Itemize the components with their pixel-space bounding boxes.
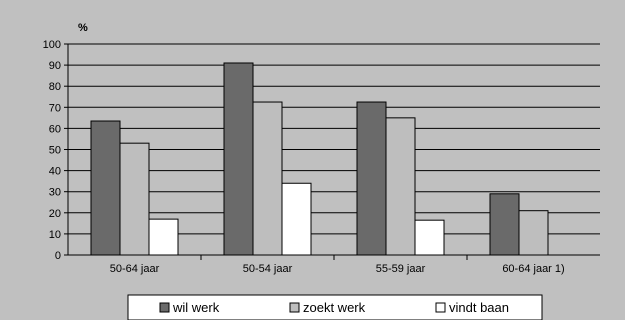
category-label: 55-59 jaar xyxy=(376,263,426,275)
y-tick-label: 30 xyxy=(49,187,61,199)
category-label: 60-64 jaar 1) xyxy=(502,263,564,275)
bar xyxy=(252,101,283,256)
category-label: 50-54 jaar xyxy=(243,263,293,275)
bar xyxy=(281,182,312,256)
bar xyxy=(518,210,549,256)
y-tick-label: 60 xyxy=(49,123,61,135)
legend-label: wil werk xyxy=(172,300,220,315)
legend-swatch xyxy=(435,302,446,313)
bar xyxy=(385,117,416,256)
bar xyxy=(414,219,445,256)
y-tick-label: 40 xyxy=(49,166,61,178)
legend-swatch xyxy=(159,302,170,313)
legend-label: zoekt werk xyxy=(303,300,366,315)
legend-label: vindt baan xyxy=(449,300,509,315)
y-tick-label: 100 xyxy=(43,39,61,51)
y-tick-label: 70 xyxy=(49,102,61,114)
bar xyxy=(356,101,387,256)
bar xyxy=(489,193,520,256)
y-tick-labels: 0 10 20 30 40 50 60 70 80 90 100 xyxy=(43,39,68,262)
bar xyxy=(223,62,254,256)
axes xyxy=(67,44,600,260)
y-tick-label: 80 xyxy=(49,81,61,93)
category-labels: 50-64 jaar 50-54 jaar 55-59 jaar 60-64 jaar… xyxy=(110,263,565,275)
y-tick-label: 0 xyxy=(55,250,61,262)
legend-swatch xyxy=(289,302,300,313)
category-label: 50-64 jaar xyxy=(110,263,160,275)
y-tick-label: 20 xyxy=(49,208,61,220)
bar xyxy=(148,218,179,256)
y-tick-label: 90 xyxy=(49,60,61,72)
y-tick-label: 50 xyxy=(49,145,61,157)
y-tick-label: 10 xyxy=(49,229,61,241)
bar xyxy=(90,120,121,256)
legend: wil werk zoekt werk vindt baan xyxy=(127,294,543,320)
gridlines xyxy=(68,43,600,235)
bars xyxy=(90,62,549,256)
y-axis-label: % xyxy=(78,22,88,34)
bar xyxy=(119,142,150,256)
legend-box xyxy=(127,294,543,320)
